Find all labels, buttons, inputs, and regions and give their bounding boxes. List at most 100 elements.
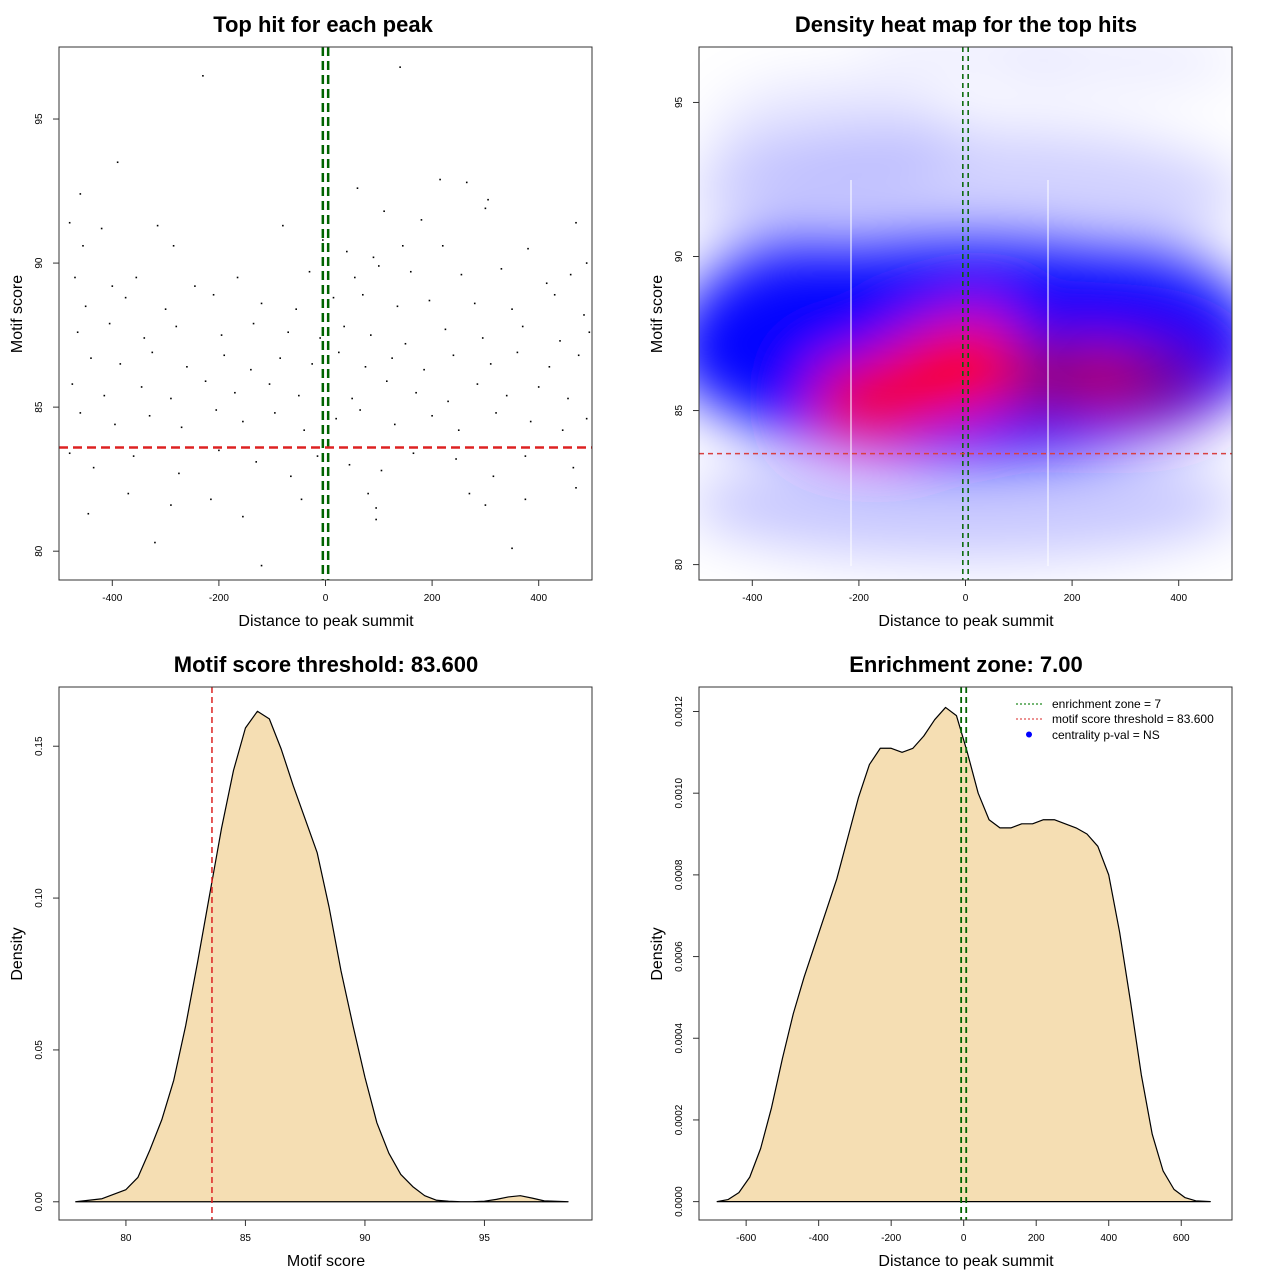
scatter-y-tick-label: 95 — [34, 113, 45, 125]
scatter-point — [116, 161, 119, 164]
scatter-point — [391, 357, 393, 359]
scatter-x-tick-label: 400 — [530, 593, 547, 604]
score-density-y-tick-label: 0.10 — [34, 888, 45, 908]
distance-density-y-tick-label: 0.0000 — [674, 1186, 685, 1217]
scatter-point — [423, 368, 425, 371]
scatter-point — [148, 414, 151, 417]
scatter-point — [74, 276, 76, 279]
scatter-y-axis-label: Motif score — [9, 275, 26, 353]
scatter-point — [175, 325, 178, 328]
heatmap-x-axis-label: Distance to peak summit — [878, 613, 1054, 630]
scatter-point — [553, 293, 556, 296]
distance-density-title: Enrichment zone: 7.00 — [849, 652, 1083, 677]
scatter-point — [561, 429, 564, 431]
scatter-point — [393, 423, 396, 426]
score-density-title: Motif score threshold: 83.600 — [174, 652, 478, 677]
scatter-point — [577, 354, 580, 357]
scatter-point — [412, 452, 415, 455]
scatter-point — [170, 397, 172, 400]
scatter-point — [575, 487, 577, 489]
scatter-point — [465, 181, 468, 184]
distance-density-x-tick-label: 0 — [961, 1233, 967, 1244]
distance-density-y-tick-label: 0.0010 — [674, 777, 685, 808]
scatter-point — [354, 276, 356, 279]
scatter-point — [569, 273, 572, 276]
scatter-point — [346, 250, 348, 253]
scatter-point — [135, 276, 138, 279]
scatter-point — [335, 417, 337, 420]
heatmap-density-blob — [699, 447, 1232, 559]
heatmap-reference-lines — [699, 47, 1232, 580]
scatter-point — [68, 452, 71, 455]
score-density-axes: 80 85 90 95 0.00 0.05 0.10 0.15 — [34, 736, 490, 1244]
heatmap-x-tick-label: -200 — [849, 593, 869, 604]
scatter-point — [351, 397, 353, 400]
distance-density-y-tick-label: 0.0002 — [674, 1104, 685, 1135]
score-density-marks — [75, 687, 569, 1220]
distance-density-y-tick-label: 0.0008 — [674, 859, 685, 890]
scatter-point — [290, 475, 292, 478]
scatter-point — [300, 498, 303, 501]
scatter-point — [114, 423, 116, 426]
scatter-point — [489, 363, 492, 365]
score-density-x-tick-label: 95 — [479, 1233, 491, 1244]
scatter-point — [527, 247, 529, 250]
scatter-point — [511, 547, 513, 550]
scatter-point — [401, 244, 404, 247]
heatmap-x-tick-label: -400 — [742, 593, 762, 604]
distance-density-axes: -600 -400 -200 0 200 400 600 0.0000 0.0002 0.0004… — [674, 696, 1190, 1244]
scatter-point — [524, 498, 527, 501]
scatter-axes: -400 -200 0 200 400 80 85 90 95 — [34, 113, 547, 604]
distance-density-x-tick-label: 200 — [1028, 1233, 1045, 1244]
scatter-point — [399, 66, 401, 68]
scatter-point — [132, 455, 135, 457]
scatter-point — [404, 342, 407, 345]
scatter-point — [143, 337, 146, 339]
scatter-point — [409, 270, 412, 273]
scatter-point — [572, 466, 575, 469]
scatter-point — [204, 380, 207, 383]
scatter-point — [359, 409, 361, 411]
distance-density-x-tick-label: 400 — [1100, 1233, 1117, 1244]
scatter-point — [210, 498, 212, 501]
scatter-point — [481, 337, 484, 339]
distance-density-curve — [716, 706, 1211, 1203]
scatter-point — [348, 463, 351, 466]
distance-density-y-tick-label: 0.0006 — [674, 941, 685, 972]
scatter-point — [505, 394, 508, 397]
scatter-panel: Top hit for each peak -400 -200 0 200 400 80 8… — [9, 12, 593, 630]
scatter-marks — [59, 47, 592, 580]
scatter-point — [287, 331, 289, 334]
scatter-point — [521, 325, 524, 328]
legend-threshold-label: motif score threshold = 83.600 — [1052, 712, 1214, 726]
scatter-point — [79, 412, 82, 414]
scatter-point — [252, 322, 255, 325]
scatter-point — [215, 409, 218, 411]
scatter-point — [500, 268, 503, 270]
scatter-plot-frame — [58, 46, 593, 581]
scatter-point — [362, 293, 364, 296]
scatter-point — [242, 515, 244, 518]
heatmap-density-blob — [699, 127, 1232, 263]
legend: enrichment zone = 7 motif score threshol… — [1016, 697, 1214, 742]
scatter-point — [441, 244, 444, 247]
scatter-point — [487, 198, 489, 201]
score-density-x-tick-label: 85 — [240, 1233, 252, 1244]
heatmap-density-blob — [1008, 47, 1232, 91]
scatter-point — [156, 224, 159, 227]
scatter-point — [428, 299, 431, 302]
scatter-point — [378, 265, 380, 267]
scatter-point — [255, 461, 258, 463]
scatter-point — [396, 305, 399, 308]
score-density-y-tick-label: 0.05 — [34, 1040, 45, 1060]
scatter-point — [431, 414, 433, 417]
scatter-point — [71, 383, 74, 385]
scatter-point — [92, 466, 95, 469]
scatter-point — [444, 328, 447, 331]
scatter-x-tick-label: 200 — [424, 593, 441, 604]
distance-density-x-tick-label: -400 — [809, 1233, 829, 1244]
scatter-point — [524, 455, 527, 457]
scatter-point — [111, 285, 114, 287]
heatmap-y-tick-label: 90 — [674, 251, 685, 263]
